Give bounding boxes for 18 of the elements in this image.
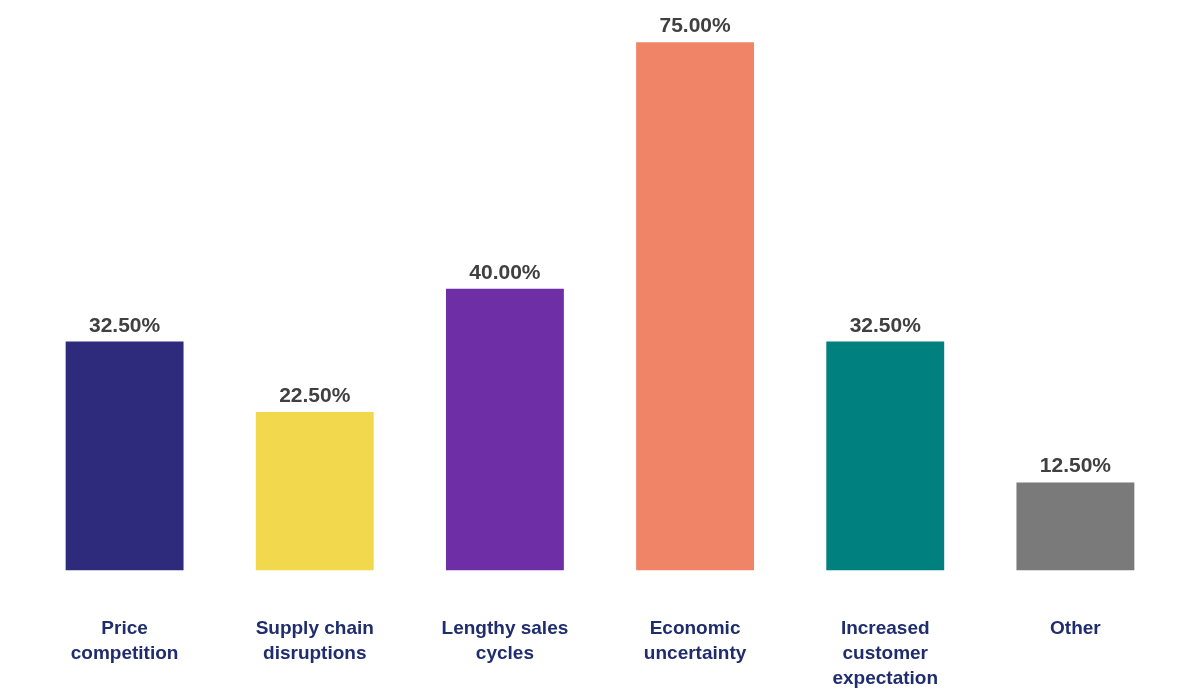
bar: [1016, 482, 1135, 571]
data-label: 75.00%: [659, 13, 732, 37]
x-tick-label: Lengthy sales cycles: [441, 616, 569, 663]
x-tick-label: Economic uncertainty: [643, 616, 747, 663]
bar: [445, 288, 564, 571]
bar: [255, 412, 374, 571]
data-label: 32.50%: [88, 312, 161, 336]
bar: [636, 42, 755, 571]
data-label: 32.50%: [849, 312, 922, 336]
x-tick-label: Supply chain disruptions: [255, 616, 374, 663]
bar: [826, 341, 945, 571]
x-tick-label: Other: [1050, 616, 1102, 638]
x-tick-label: Price competition: [70, 616, 179, 663]
data-label: 12.50%: [1039, 453, 1112, 477]
data-label: 40.00%: [469, 259, 541, 283]
data-label: 22.50%: [279, 383, 351, 407]
bar: [65, 341, 184, 571]
x-tick-label: Increased customer expectation: [832, 616, 939, 688]
